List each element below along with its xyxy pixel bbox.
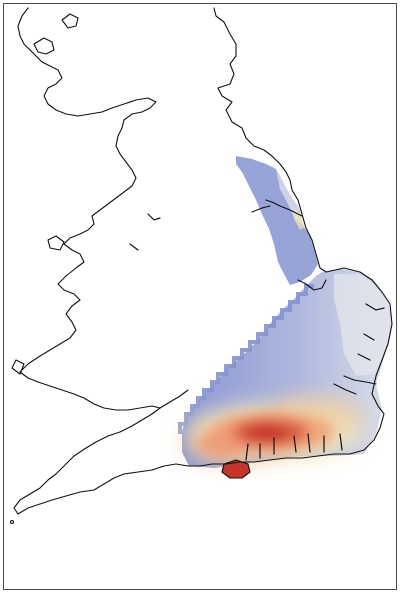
coastline-layer xyxy=(9,7,393,525)
isle-of-wight-outline xyxy=(221,459,251,479)
map-frame xyxy=(3,3,397,590)
river-layer xyxy=(129,213,385,461)
intensity-region-isle-of-wight xyxy=(222,460,250,478)
intensity-region-north xyxy=(236,156,318,285)
west-coastline xyxy=(13,7,177,515)
intensity-layer xyxy=(178,156,392,478)
map-canvas xyxy=(9,7,393,525)
east-coastline xyxy=(175,7,393,467)
